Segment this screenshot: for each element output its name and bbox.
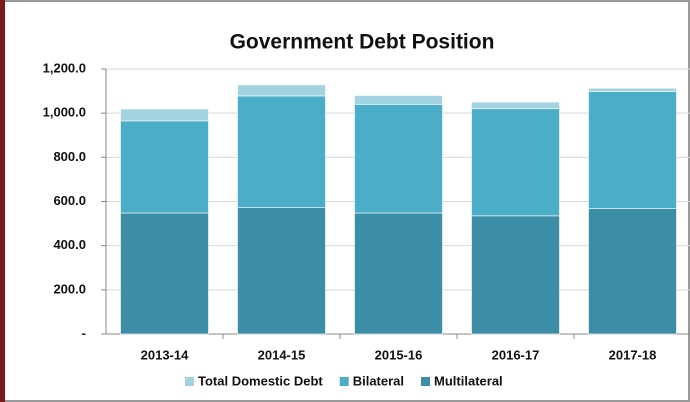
bar-segment [588,91,677,209]
x-tick-label: 2015-16 [375,347,423,362]
x-tick-label: 2017-18 [609,347,657,362]
chart-title: Government Debt Position [230,31,495,54]
y-tick-label: 200.0 [53,281,86,296]
bar-segment [588,87,677,92]
bar-segment [354,95,443,105]
x-tick-label: 2016-17 [492,347,540,362]
bar-segment [588,208,677,335]
y-tick-label: 1,000.0 [43,105,86,120]
x-tick-label: 2013-14 [141,347,189,362]
bar-segment [120,108,209,122]
bar-segment [471,108,560,217]
legend-swatch [185,377,194,386]
y-tick-label: - [82,325,86,340]
y-tick-label: 1,200.0 [43,60,86,75]
bar-segment [120,120,209,214]
legend-label: Bilateral [353,373,404,388]
bar-segment [471,101,560,110]
y-tick-label: 800.0 [53,149,86,164]
legend-label: Total Domestic Debt [198,373,323,388]
x-tick-label: 2014-15 [258,347,306,362]
y-tick-label: 400.0 [53,237,86,252]
legend-swatch [421,377,431,386]
y-tick-label: 600.0 [53,193,86,208]
bar-segment [471,215,560,335]
bar-segment [237,84,326,97]
left-border [0,0,5,402]
bar-segment [120,212,209,335]
legend-swatch [339,377,349,386]
bar-segment [237,207,326,335]
bar-segment [354,104,443,214]
bar-segment [354,212,443,335]
bar-segment [237,95,326,208]
legend-label: Multilateral [434,373,503,388]
